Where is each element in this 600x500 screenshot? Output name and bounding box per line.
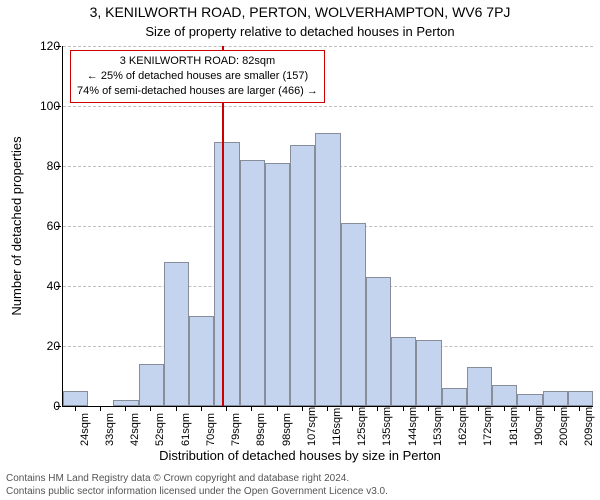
histogram-bar <box>543 391 568 406</box>
x-tick-mark <box>125 406 126 411</box>
x-tick-label: 107sqm <box>306 407 318 446</box>
x-tick-mark <box>529 406 530 411</box>
x-tick-mark <box>302 406 303 411</box>
x-tick-label: 144sqm <box>407 407 419 446</box>
histogram-bar <box>164 262 189 406</box>
footer-line-1: Contains HM Land Registry data © Crown c… <box>6 473 594 486</box>
x-tick-mark <box>75 406 76 411</box>
annotation-line-1: 3 KENILWORTH ROAD: 82sqm <box>77 54 318 69</box>
annotation-box: 3 KENILWORTH ROAD: 82sqm ← 25% of detach… <box>70 50 325 103</box>
x-tick-mark <box>150 406 151 411</box>
x-tick-label: 190sqm <box>533 407 545 446</box>
x-tick-label: 70sqm <box>205 413 217 446</box>
y-tick-mark <box>56 226 61 227</box>
x-tick-label: 33sqm <box>104 413 116 446</box>
x-tick-label: 200sqm <box>558 407 570 446</box>
histogram-bar <box>290 145 315 406</box>
histogram-bar <box>568 391 593 406</box>
x-tick-label: 181sqm <box>508 407 520 446</box>
y-tick-mark <box>56 46 61 47</box>
x-tick-mark <box>428 406 429 411</box>
x-tick-label: 125sqm <box>356 407 368 446</box>
x-tick-label: 153sqm <box>432 407 444 446</box>
histogram-bar <box>214 142 239 406</box>
histogram-bar <box>492 385 517 406</box>
x-tick-label: 162sqm <box>457 407 469 446</box>
footer-line-2: Contains public sector information licen… <box>6 486 594 499</box>
x-tick-mark <box>377 406 378 411</box>
x-tick-mark <box>327 406 328 411</box>
y-tick-mark <box>56 166 61 167</box>
x-tick-label: 42sqm <box>129 413 141 446</box>
x-tick-mark <box>352 406 353 411</box>
histogram-bar <box>240 160 265 406</box>
y-tick-mark <box>56 346 61 347</box>
x-tick-mark <box>403 406 404 411</box>
x-tick-mark <box>100 406 101 411</box>
x-tick-label: 209sqm <box>583 407 595 446</box>
histogram-bar <box>341 223 366 406</box>
x-tick-mark <box>579 406 580 411</box>
x-tick-mark <box>478 406 479 411</box>
x-tick-mark <box>504 406 505 411</box>
x-tick-label: 172sqm <box>482 407 494 446</box>
x-tick-mark <box>453 406 454 411</box>
annotation-line-3: 74% of semi-detached houses are larger (… <box>77 84 318 99</box>
y-axis-label: Number of detached properties <box>9 47 24 226</box>
x-axis-label: Distribution of detached houses by size … <box>0 448 600 463</box>
x-tick-label: 24sqm <box>79 413 91 446</box>
x-tick-mark <box>251 406 252 411</box>
page-title: 3, KENILWORTH ROAD, PERTON, WOLVERHAMPTO… <box>0 4 600 20</box>
x-tick-label: 52sqm <box>154 413 166 446</box>
histogram-bar <box>467 367 492 406</box>
x-tick-label: 98sqm <box>281 413 293 446</box>
x-tick-mark <box>176 406 177 411</box>
y-tick-mark <box>56 106 61 107</box>
x-tick-label: 116sqm <box>331 408 343 446</box>
histogram-bar <box>416 340 441 406</box>
x-tick-label: 89sqm <box>255 413 267 446</box>
y-tick-mark <box>56 286 61 287</box>
annotation-line-2: ← 25% of detached houses are smaller (15… <box>77 69 318 84</box>
x-tick-mark <box>201 406 202 411</box>
gridline <box>63 106 593 107</box>
page-subtitle: Size of property relative to detached ho… <box>0 24 600 39</box>
histogram-bar <box>63 391 88 406</box>
x-tick-mark <box>554 406 555 411</box>
gridline <box>63 46 593 47</box>
histogram-bar <box>391 337 416 406</box>
y-tick-mark <box>56 406 61 407</box>
histogram-bar <box>265 163 290 406</box>
x-tick-label: 135sqm <box>381 407 393 446</box>
histogram-bar <box>517 394 542 406</box>
x-tick-label: 61sqm <box>180 413 192 446</box>
histogram-bar <box>366 277 391 406</box>
x-tick-mark <box>226 406 227 411</box>
x-tick-label: 79sqm <box>230 413 242 446</box>
histogram-bar <box>442 388 467 406</box>
x-tick-mark <box>277 406 278 411</box>
histogram-bar <box>139 364 164 406</box>
histogram-bar <box>189 316 214 406</box>
footer-attribution: Contains HM Land Registry data © Crown c… <box>6 473 594 498</box>
histogram-bar <box>315 133 340 406</box>
